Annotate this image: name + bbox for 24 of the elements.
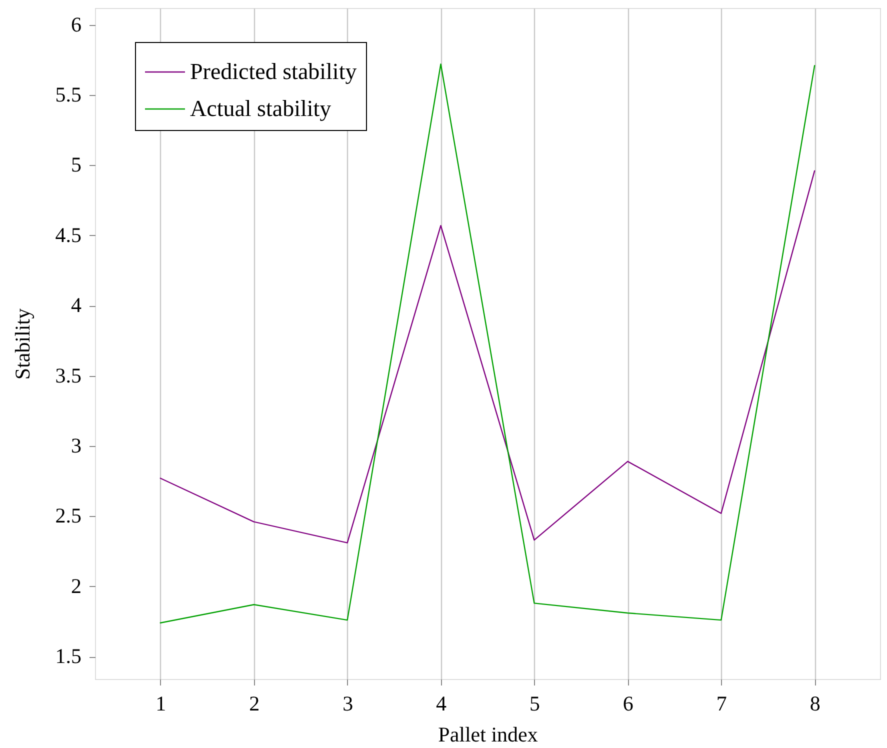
x-tick-label: 6 xyxy=(622,692,634,716)
x-tick-label: 5 xyxy=(529,692,540,716)
y-tick-label: 4.5 xyxy=(55,222,82,247)
legend-label: Actual stability xyxy=(190,96,332,121)
x-tick-label: 1 xyxy=(156,692,166,716)
y-tick-label: 5 xyxy=(71,152,82,177)
x-tick-label: 4 xyxy=(436,692,448,716)
x-axis-title: Pallet index xyxy=(438,722,538,746)
y-tick-label: 4 xyxy=(71,293,82,318)
y-tick-label: 3.5 xyxy=(55,363,82,388)
y-tick-label: 2 xyxy=(71,574,82,598)
x-tick-label: 8 xyxy=(810,692,820,716)
y-axis-title: Stability xyxy=(10,308,34,380)
x-tick-label: 7 xyxy=(716,692,727,716)
y-tick-label: 3 xyxy=(71,433,82,458)
y-tick-label: 1.5 xyxy=(55,644,82,668)
x-tick-label: 2 xyxy=(249,692,260,716)
y-tick-label: 5.5 xyxy=(55,82,82,107)
line-series xyxy=(160,64,816,624)
line-series xyxy=(160,170,816,544)
legend-label: Predicted stability xyxy=(190,59,358,84)
y-tick-label: 6 xyxy=(71,12,82,36)
y-tick-label: 2.5 xyxy=(55,504,82,528)
x-tick-label: 3 xyxy=(342,692,354,716)
